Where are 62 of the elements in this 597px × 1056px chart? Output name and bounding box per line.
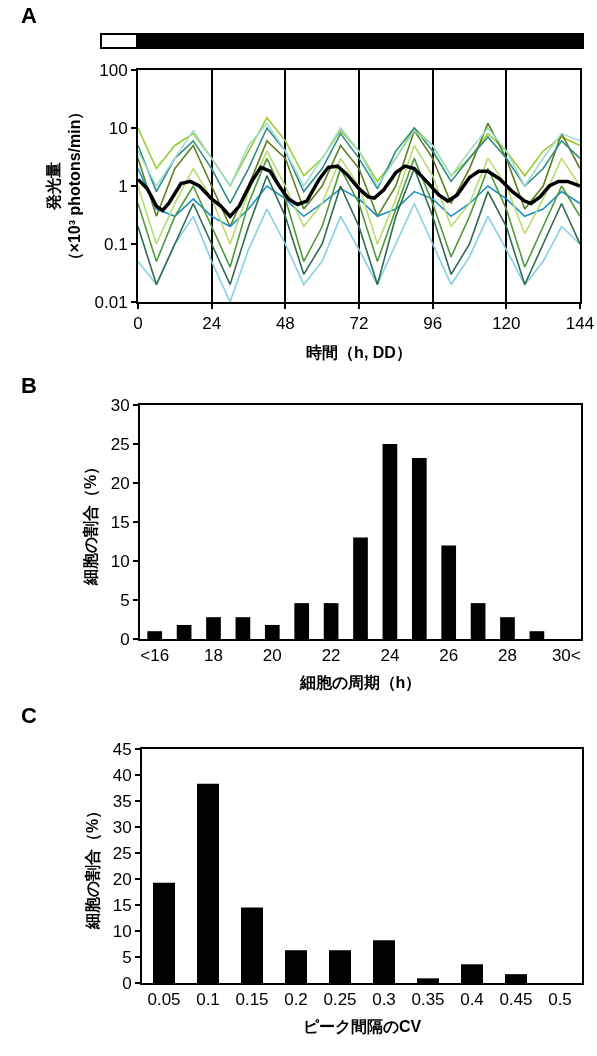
y-tick-label: 30	[112, 817, 132, 837]
x-tick-label: <16	[140, 646, 170, 666]
x-tick-label: 0.35	[411, 990, 445, 1010]
line-series	[138, 122, 580, 228]
x-tick-label: 26	[439, 646, 459, 666]
line-series	[138, 144, 580, 245]
y-tick-label: 15	[112, 895, 132, 915]
y-tick-label: 1	[118, 176, 128, 196]
y-tick-label: 25	[112, 843, 132, 863]
y-tick-label: 0	[120, 629, 130, 649]
x-tick-label: 72	[349, 314, 369, 334]
y-tick-label: 25	[110, 434, 130, 454]
x-tick-label: 28	[498, 646, 517, 666]
y-tick-label: 10	[112, 921, 132, 941]
x-tick-label: 0.1	[196, 990, 220, 1010]
x-tick-label: 0.25	[323, 990, 357, 1010]
x-tick-label: 48	[275, 314, 295, 334]
line-series	[138, 157, 580, 268]
y-tick-label: 10	[108, 118, 128, 138]
chart-title: A	[20, 3, 37, 29]
y-tick-label: 100	[99, 60, 128, 80]
y-tick-label: 0.01	[94, 292, 128, 312]
y-tick-label: 5	[120, 590, 130, 610]
y-tick-label: 35	[112, 791, 132, 811]
line-series	[138, 167, 580, 228]
x-tick-label: 0.2	[284, 990, 308, 1010]
x-tick-label: 0.05	[147, 990, 181, 1010]
x-tick-label: 22	[321, 646, 341, 666]
y-axis-title: 細胞の割合（%）	[84, 802, 103, 931]
y-tick-label: 20	[110, 473, 130, 493]
x-tick-label: 120	[492, 314, 521, 334]
y-axis-title: 発光量（×10³ photons/min）	[45, 103, 84, 269]
y-axis-title: 細胞の割合（%）	[82, 458, 101, 587]
line-series	[138, 202, 580, 302]
y-tick-label: 45	[112, 739, 132, 759]
x-tick-label: 24	[380, 646, 400, 666]
chart-title: B	[20, 373, 37, 399]
y-tick-label: 30	[110, 395, 130, 415]
x-axis-title: 時間（h, DD）	[306, 343, 412, 362]
x-tick-label: 18	[204, 646, 223, 666]
x-tick-label: 0.4	[460, 990, 484, 1010]
x-tick-label: 0.3	[372, 990, 396, 1010]
x-tick-label: 96	[423, 314, 443, 334]
line-series	[138, 167, 580, 286]
chart-title: C	[20, 703, 37, 729]
x-axis-title: ピーク間隔のCV	[302, 1017, 422, 1035]
y-tick-label: 0	[122, 973, 132, 993]
y-tick-label: 10	[110, 551, 130, 571]
x-tick-label: 30<	[551, 646, 581, 666]
y-tick-label: 15	[110, 512, 130, 532]
y-tick-label: 40	[112, 765, 132, 785]
x-tick-label: 0.45	[499, 990, 533, 1010]
y-tick-label: 5	[122, 947, 132, 967]
x-tick-label: 24	[202, 314, 222, 334]
line-series	[138, 127, 580, 205]
x-tick-label: 20	[262, 646, 282, 666]
x-tick-label: 0.5	[548, 990, 572, 1010]
x-tick-label: 0.15	[235, 990, 269, 1010]
y-tick-label: 20	[112, 869, 132, 889]
y-tick-label: 0.1	[103, 234, 128, 254]
x-axis-title: 細胞の周期（h）	[298, 673, 422, 692]
x-tick-label: 144	[565, 314, 595, 334]
